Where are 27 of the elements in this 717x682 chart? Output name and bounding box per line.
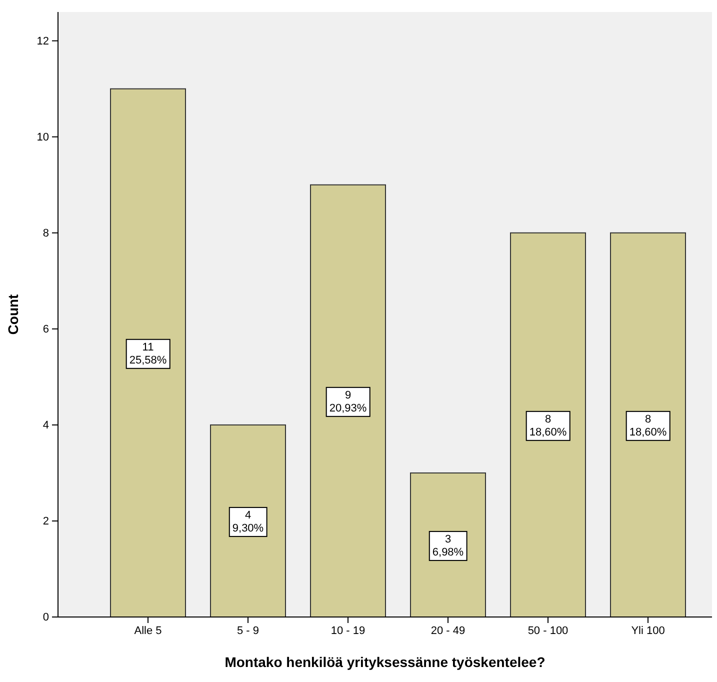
y-tick-label: 8 xyxy=(42,227,49,240)
bar xyxy=(210,424,286,618)
y-axis-title: Count xyxy=(5,294,21,335)
bar xyxy=(310,184,386,618)
data-label: 4 9,30% xyxy=(232,509,264,534)
y-tick-label: 12 xyxy=(36,35,49,48)
x-tick-label: 50 - 100 xyxy=(528,624,568,637)
x-tick-label: Yli 100 xyxy=(631,624,665,637)
data-label: 3 6,98% xyxy=(432,533,464,558)
bar xyxy=(110,88,186,618)
x-axis-title: Montako henkilöä yrityksessänne työskentelee? xyxy=(224,654,546,670)
y-tick-label: 2 xyxy=(42,515,49,528)
bar xyxy=(610,232,686,618)
y-tick-label: 0 xyxy=(42,612,49,624)
x-tick-label: 5 - 9 xyxy=(236,624,260,637)
bar xyxy=(410,472,486,618)
data-label: 11 25,58% xyxy=(129,341,167,366)
y-tick-label: 10 xyxy=(36,131,49,144)
y-tick-label: 4 xyxy=(42,419,49,432)
x-tick-label: 10 - 19 xyxy=(330,624,366,637)
y-tick-label: 6 xyxy=(42,323,49,336)
bar xyxy=(510,232,586,618)
x-tick-label: 20 - 49 xyxy=(430,624,466,637)
data-label: 8 18,60% xyxy=(529,413,567,438)
data-label: 8 18,60% xyxy=(629,413,667,438)
x-tick-label: Alle 5 xyxy=(134,624,162,637)
data-label: 9 20,93% xyxy=(329,389,367,414)
